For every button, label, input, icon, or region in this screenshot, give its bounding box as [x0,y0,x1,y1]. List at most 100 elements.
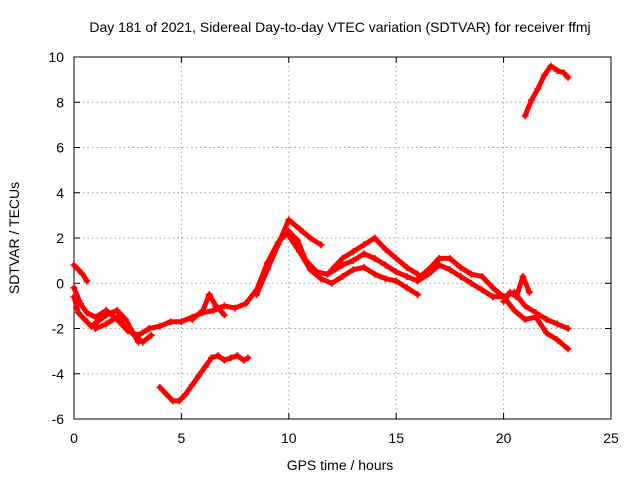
data-point [467,270,475,278]
data-point [156,383,164,391]
data-point [188,381,196,389]
data-point [296,225,304,233]
data-point [74,309,82,317]
data-point [381,245,389,253]
data-point [489,293,497,301]
data-point [124,320,132,328]
data-point [156,322,164,330]
x-tick-label: 10 [281,430,297,446]
data-point [113,313,121,321]
data-point [205,291,213,299]
data-point [227,354,235,362]
series-trace [71,262,90,284]
data-point [478,272,486,280]
data-point [534,85,542,93]
x-tick-label: 5 [178,430,186,446]
data-point [403,272,411,280]
series-trace [71,228,571,338]
data-point [528,96,536,104]
series-arc-7 [253,216,325,299]
data-point [478,286,486,294]
data-point [195,372,203,380]
data-point [564,345,572,353]
data-point [220,356,228,364]
data-point [102,311,110,319]
data-point [253,291,261,299]
data-point [560,69,568,77]
data-point [328,266,336,274]
x-tick-label: 20 [496,430,512,446]
data-point [81,315,89,323]
data-point [328,279,336,287]
data-point [360,241,368,249]
data-point [521,302,529,310]
data-point [214,352,222,360]
data-point [91,313,99,321]
data-point [102,320,110,328]
data-point [553,320,561,328]
series-arc-3 [70,261,91,285]
data-point [489,284,497,292]
data-point [167,318,175,326]
data-point [521,112,529,120]
data-point [317,275,325,283]
data-point [231,304,239,312]
y-tick-label: 10 [48,49,64,65]
data-point [512,293,520,301]
data-point [547,62,555,70]
x-tick-label: 15 [388,430,404,446]
data-point [94,318,102,326]
data-series [70,62,572,405]
x-tick-label: 25 [603,430,619,446]
data-point [553,336,561,344]
data-point [339,254,346,262]
data-point [349,266,357,274]
data-point [199,306,207,314]
series-arc-9 [328,234,422,278]
data-point [446,254,454,262]
y-tick-label: -6 [52,411,65,427]
data-point [317,241,325,249]
data-point [263,266,271,274]
data-point [147,331,155,339]
data-point [360,263,368,271]
data-point [543,329,551,337]
series-arc-6 [188,291,228,323]
series-arc-8 [285,232,422,299]
data-point [201,363,209,371]
data-point [457,263,465,271]
data-point [220,302,228,310]
data-point [293,236,301,244]
data-point [525,288,533,296]
data-point [244,354,252,362]
data-point [564,73,572,81]
data-point [414,275,422,283]
series-arc-4 [91,313,142,346]
data-point [177,318,185,326]
data-point [403,284,411,292]
y-tick-label: 4 [56,185,64,201]
data-point [564,325,572,332]
series-arc-12 [521,62,572,120]
data-point [339,261,346,269]
data-point [349,257,357,265]
data-point [188,315,196,323]
data-point [83,277,91,285]
data-point [371,234,379,242]
data-point [392,277,400,285]
data-point [532,313,540,321]
data-point [457,272,465,280]
data-point [220,311,228,319]
data-point [414,291,422,299]
data-point [145,325,153,332]
data-point [323,270,331,278]
axis-ticks [73,56,612,420]
data-point [242,300,250,308]
data-point [79,270,87,278]
data-point [87,322,95,330]
data-point [169,397,177,405]
data-point [306,266,314,274]
data-point [113,306,121,314]
